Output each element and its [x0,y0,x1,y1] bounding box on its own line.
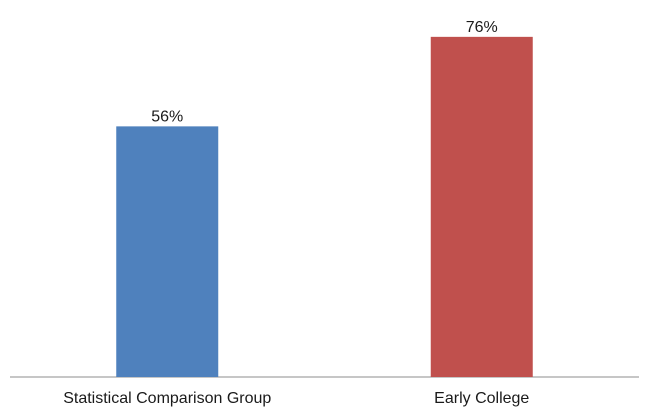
category-label-0: Statistical Comparison Group [63,390,271,407]
bar-0 [116,126,219,378]
data-label-1: 76% [466,19,498,36]
bar-1 [430,36,533,377]
category-label-1: Early College [434,390,529,407]
data-label-0: 56% [151,108,183,125]
